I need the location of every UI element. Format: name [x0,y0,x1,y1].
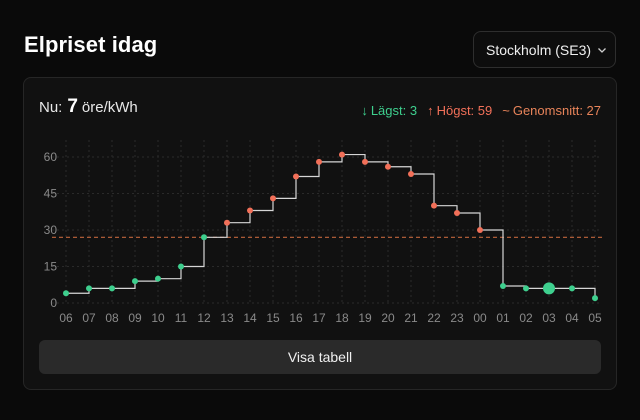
price-point [362,158,368,165]
current-price-label: Nu: [39,99,63,116]
price-point [408,171,414,178]
show-table-button[interactable]: Visa tabell [39,340,601,374]
lowest-price-stat: ↓ Lägst: 3 [361,103,417,118]
x-tick-label: 20 [381,311,395,325]
current-price: Nu: 7 öre/kWh [39,96,138,118]
price-point [132,278,138,285]
price-point [316,158,322,165]
price-point [86,285,92,292]
price-point [201,234,207,241]
x-tick-label: 07 [82,311,96,325]
price-point [523,285,529,292]
price-chart: 0 15 30 45 60 06 07 08 09 10 11 12 13 14 15 16 17 18 19 20 2… [44,140,602,325]
y-tick-label: 15 [44,260,58,274]
price-point [270,195,276,202]
x-tick-label: 03 [542,311,556,325]
x-tick-label: 12 [197,311,211,325]
average-price-stat: ~ Genomsnitt: 27 [502,103,601,118]
x-tick-label: 10 [151,311,165,325]
tilde-icon: ~ [502,103,510,118]
price-point [224,219,230,226]
x-tick-label: 18 [335,311,349,325]
price-point [500,282,506,289]
y-tick-label: 60 [44,150,58,164]
chevron-down-icon [597,45,607,55]
page-title: Elpriset idag [24,32,158,57]
x-tick-label: 13 [220,311,234,325]
price-card: Nu: 7 öre/kWh ↓ Lägst: 3 ↑ Högst: 59 ~ G… [23,77,617,390]
x-tick-label: 21 [404,311,418,325]
price-point [247,207,253,214]
price-point [293,173,299,180]
price-point [569,285,575,292]
x-tick-label: 04 [565,311,579,325]
price-point [592,295,598,302]
x-tick-label: 22 [427,311,441,325]
x-tick-label: 11 [175,311,188,325]
price-point [477,227,483,233]
current-hour-point [543,282,555,295]
average-price-text: Genomsnitt: 27 [512,103,601,118]
price-point [178,263,184,270]
highest-price-stat: ↑ Högst: 59 [427,103,492,118]
price-stats: ↓ Lägst: 3 ↑ Högst: 59 ~ Genomsnitt: 27 [361,103,601,118]
price-point [339,151,345,158]
x-tick-label: 01 [496,311,510,325]
lowest-price-text: Lägst: 3 [370,103,418,118]
x-tick-label: 17 [312,311,326,325]
arrow-down-icon: ↓ [361,103,368,118]
current-price-value: 7 [67,96,78,117]
x-tick-label: 15 [266,311,280,325]
x-tick-label: 23 [450,311,464,325]
region-select-label: Stockholm (SE3) [486,41,592,58]
y-tick-label: 30 [44,223,58,237]
x-tick-label: 02 [519,311,533,325]
x-tick-label: 19 [358,311,372,325]
price-point [454,209,460,216]
region-select[interactable]: Stockholm (SE3) [473,31,616,68]
price-point [109,285,115,292]
price-point [385,163,391,170]
x-tick-label: 08 [105,311,119,325]
y-tick-label: 45 [44,187,58,201]
x-tick-label: 09 [128,311,142,325]
price-point [155,275,161,282]
x-tick-label: 14 [243,311,257,325]
current-price-unit: öre/kWh [81,99,138,116]
price-point [63,290,69,297]
x-tick-label: 06 [59,311,73,325]
price-point [431,202,437,209]
x-tick-label: 05 [588,311,602,325]
highest-price-text: Högst: 59 [436,103,493,118]
x-tick-label: 16 [289,311,303,325]
price-step-line [66,153,596,299]
y-tick-label: 0 [50,296,57,310]
arrow-up-icon: ↑ [427,103,434,118]
x-tick-label: 00 [473,311,487,325]
